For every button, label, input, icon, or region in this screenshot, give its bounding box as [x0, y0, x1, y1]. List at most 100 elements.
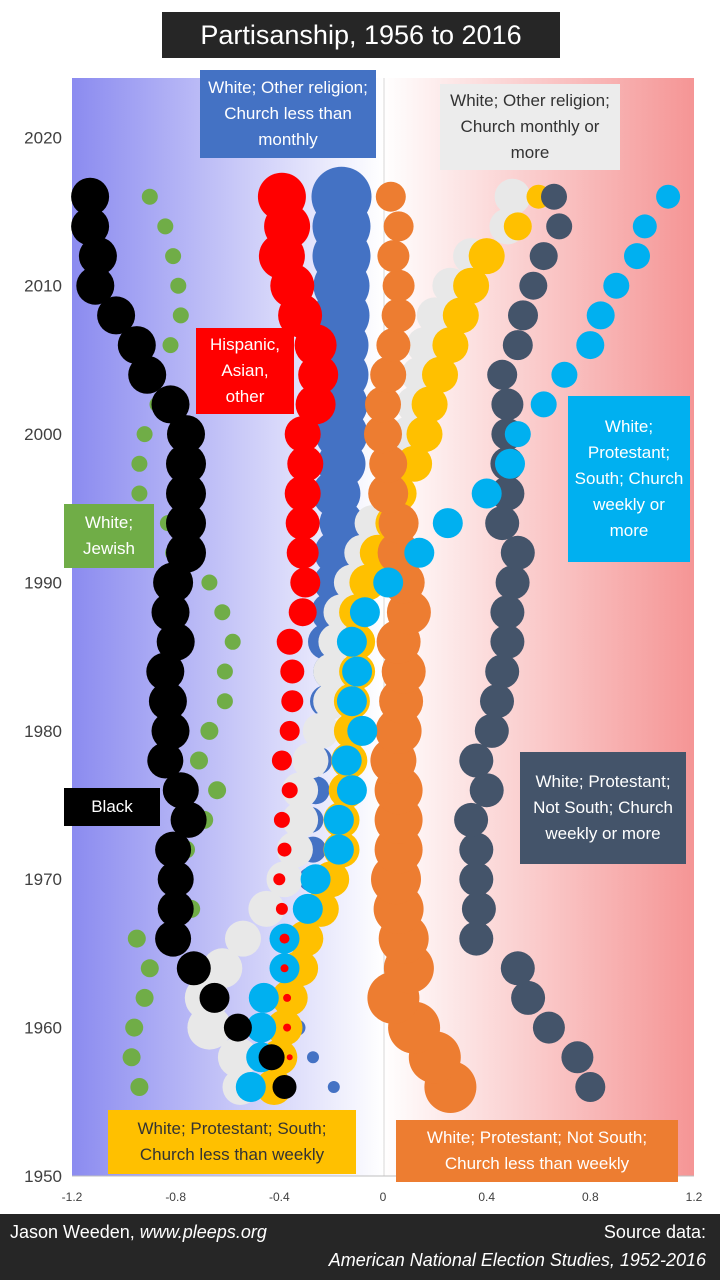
data-point: [406, 327, 443, 364]
data-point: [575, 1072, 606, 1102]
data-point: [148, 682, 187, 721]
data-point: [271, 750, 292, 771]
data-point: [166, 473, 206, 514]
data-point: [494, 178, 531, 215]
data-point: [370, 356, 407, 393]
data-point: [248, 890, 285, 927]
x-axis-ticks: -1.2 -0.8 -0.4 0 0.4 0.8 1.2: [62, 1190, 703, 1204]
data-point: [485, 506, 520, 541]
footer-source-name: American National Election Studies, 1952…: [328, 1250, 706, 1270]
data-point: [157, 218, 174, 235]
data-point: [202, 948, 243, 989]
data-point: [146, 652, 185, 691]
data-point: [495, 565, 530, 600]
label-black: Black: [64, 788, 160, 826]
data-point: [290, 567, 321, 598]
data-point: [292, 742, 329, 779]
data-point: [275, 902, 288, 915]
data-point: [279, 720, 300, 741]
data-point: [273, 873, 286, 886]
data-point: [166, 443, 206, 484]
data-point: [432, 327, 469, 364]
data-point: [167, 415, 205, 454]
data-point: [157, 890, 194, 927]
data-point: [281, 690, 304, 713]
label-notsouth-weekly: White; Protestant; Not South; Church wee…: [520, 752, 686, 864]
data-point: [459, 921, 494, 956]
label-south-less: White; Protestant; South; Church less th…: [108, 1110, 356, 1174]
data-point: [284, 416, 321, 453]
data-point: [136, 426, 153, 443]
chart-title: Partisanship, 1956 to 2016: [162, 12, 560, 58]
data-point: [208, 781, 227, 800]
data-point: [508, 300, 538, 331]
data-point: [382, 269, 415, 302]
data-point: [365, 386, 401, 423]
data-point: [471, 478, 502, 509]
data-point: [459, 832, 494, 867]
data-point: [216, 693, 233, 710]
data-point: [541, 183, 567, 210]
data-point: [487, 359, 518, 390]
data-point: [248, 982, 279, 1013]
series-8: [71, 177, 297, 1099]
data-point: [406, 416, 443, 453]
label-notsouth-less: White; Protestant; Not South; Church les…: [396, 1120, 678, 1182]
data-point: [546, 213, 573, 240]
label-other-monthly: White; Other religion; Church monthly or…: [440, 84, 620, 170]
data-point: [78, 237, 117, 276]
data-point: [495, 448, 525, 479]
data-point: [576, 331, 605, 360]
data-point: [503, 212, 532, 241]
data-point: [490, 624, 525, 659]
y-tick-label: 1970: [24, 870, 62, 889]
data-point: [162, 337, 179, 354]
data-point: [375, 181, 406, 212]
data-point: [368, 473, 409, 514]
series-5: [235, 184, 681, 1102]
data-point: [140, 959, 159, 978]
label-hispanic: Hispanic, Asian, other: [196, 328, 294, 414]
data-point: [130, 1078, 149, 1096]
data-point: [201, 574, 218, 591]
data-point: [176, 951, 211, 986]
data-point: [170, 277, 187, 294]
footer-bar: Jason Weeden, www.pleeps.org Source data…: [0, 1214, 720, 1280]
data-point: [500, 535, 535, 570]
data-point: [199, 982, 230, 1013]
data-point: [131, 455, 148, 472]
data-point: [147, 742, 184, 779]
data-point: [128, 355, 167, 394]
data-point: [336, 626, 367, 657]
data-point: [491, 388, 524, 421]
data-point: [500, 951, 535, 986]
data-point: [131, 485, 148, 502]
data-point: [125, 1018, 144, 1037]
data-point: [459, 862, 494, 897]
data-point: [157, 861, 194, 898]
data-point: [454, 802, 489, 837]
data-point: [288, 598, 317, 627]
label-south-weekly: White; Protestant; South; Church weekly …: [568, 396, 690, 562]
data-point: [224, 633, 241, 650]
data-point: [485, 654, 520, 689]
data-point: [217, 1037, 258, 1078]
data-point: [166, 503, 206, 544]
data-series: [71, 166, 681, 1113]
data-point: [76, 266, 115, 305]
data-point: [287, 445, 324, 482]
data-point: [323, 804, 354, 835]
x-tick-label: 0.4: [478, 1190, 495, 1204]
data-point: [295, 384, 336, 425]
data-point: [369, 444, 408, 483]
x-tick-label: -0.8: [165, 1190, 186, 1204]
data-point: [273, 811, 290, 828]
data-point: [529, 242, 558, 271]
data-point: [313, 653, 350, 690]
data-point: [376, 328, 411, 363]
data-point: [276, 831, 313, 868]
data-point: [172, 307, 189, 324]
x-tick-label: -1.2: [62, 1190, 83, 1204]
data-point: [280, 964, 289, 973]
data-point: [284, 475, 321, 512]
